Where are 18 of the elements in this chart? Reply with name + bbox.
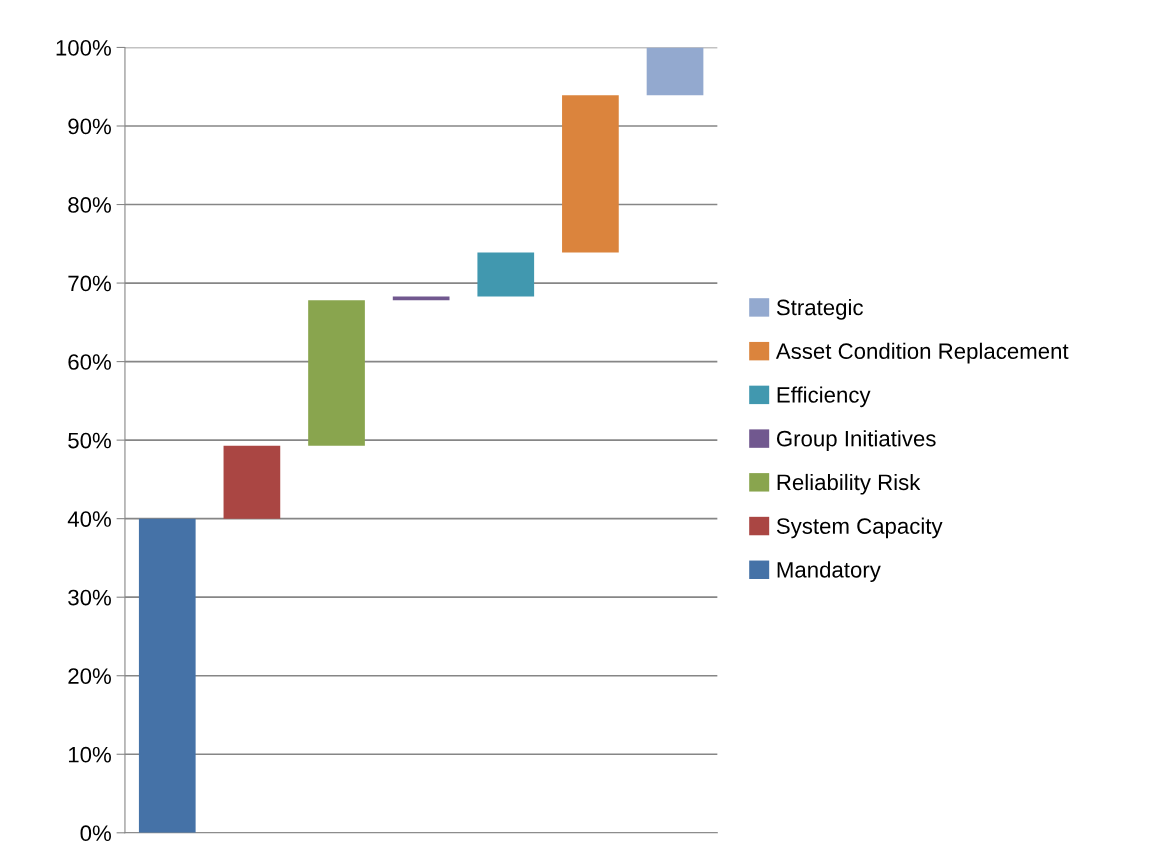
y-tick-label: 30% [68, 589, 111, 606]
y-tick-label: 60% [68, 354, 111, 370]
y-tick-label: 0% [80, 825, 111, 842]
legend-label: Asset Condition Replacement [775, 342, 1069, 364]
y-tick-label: 20% [68, 668, 111, 684]
y-tick-label: 70% [68, 275, 111, 292]
y-tick-label: 100% [56, 40, 111, 56]
y-tick-label: 40% [67, 511, 111, 527]
legend-label: System Capacity [776, 517, 943, 539]
legend-label: Reliability Risk [777, 473, 921, 495]
legend-label: Strategic [776, 299, 863, 320]
legend-label: Group Initiatives [776, 430, 936, 451]
y-tick-label: 10% [68, 746, 111, 763]
y-tick-label: 50% [68, 432, 111, 449]
legend-label: Mandatory [777, 561, 881, 583]
y-tick-label: 80% [68, 197, 111, 213]
legend-label: Efficiency [777, 386, 871, 408]
y-tick-label: 90% [68, 118, 111, 135]
